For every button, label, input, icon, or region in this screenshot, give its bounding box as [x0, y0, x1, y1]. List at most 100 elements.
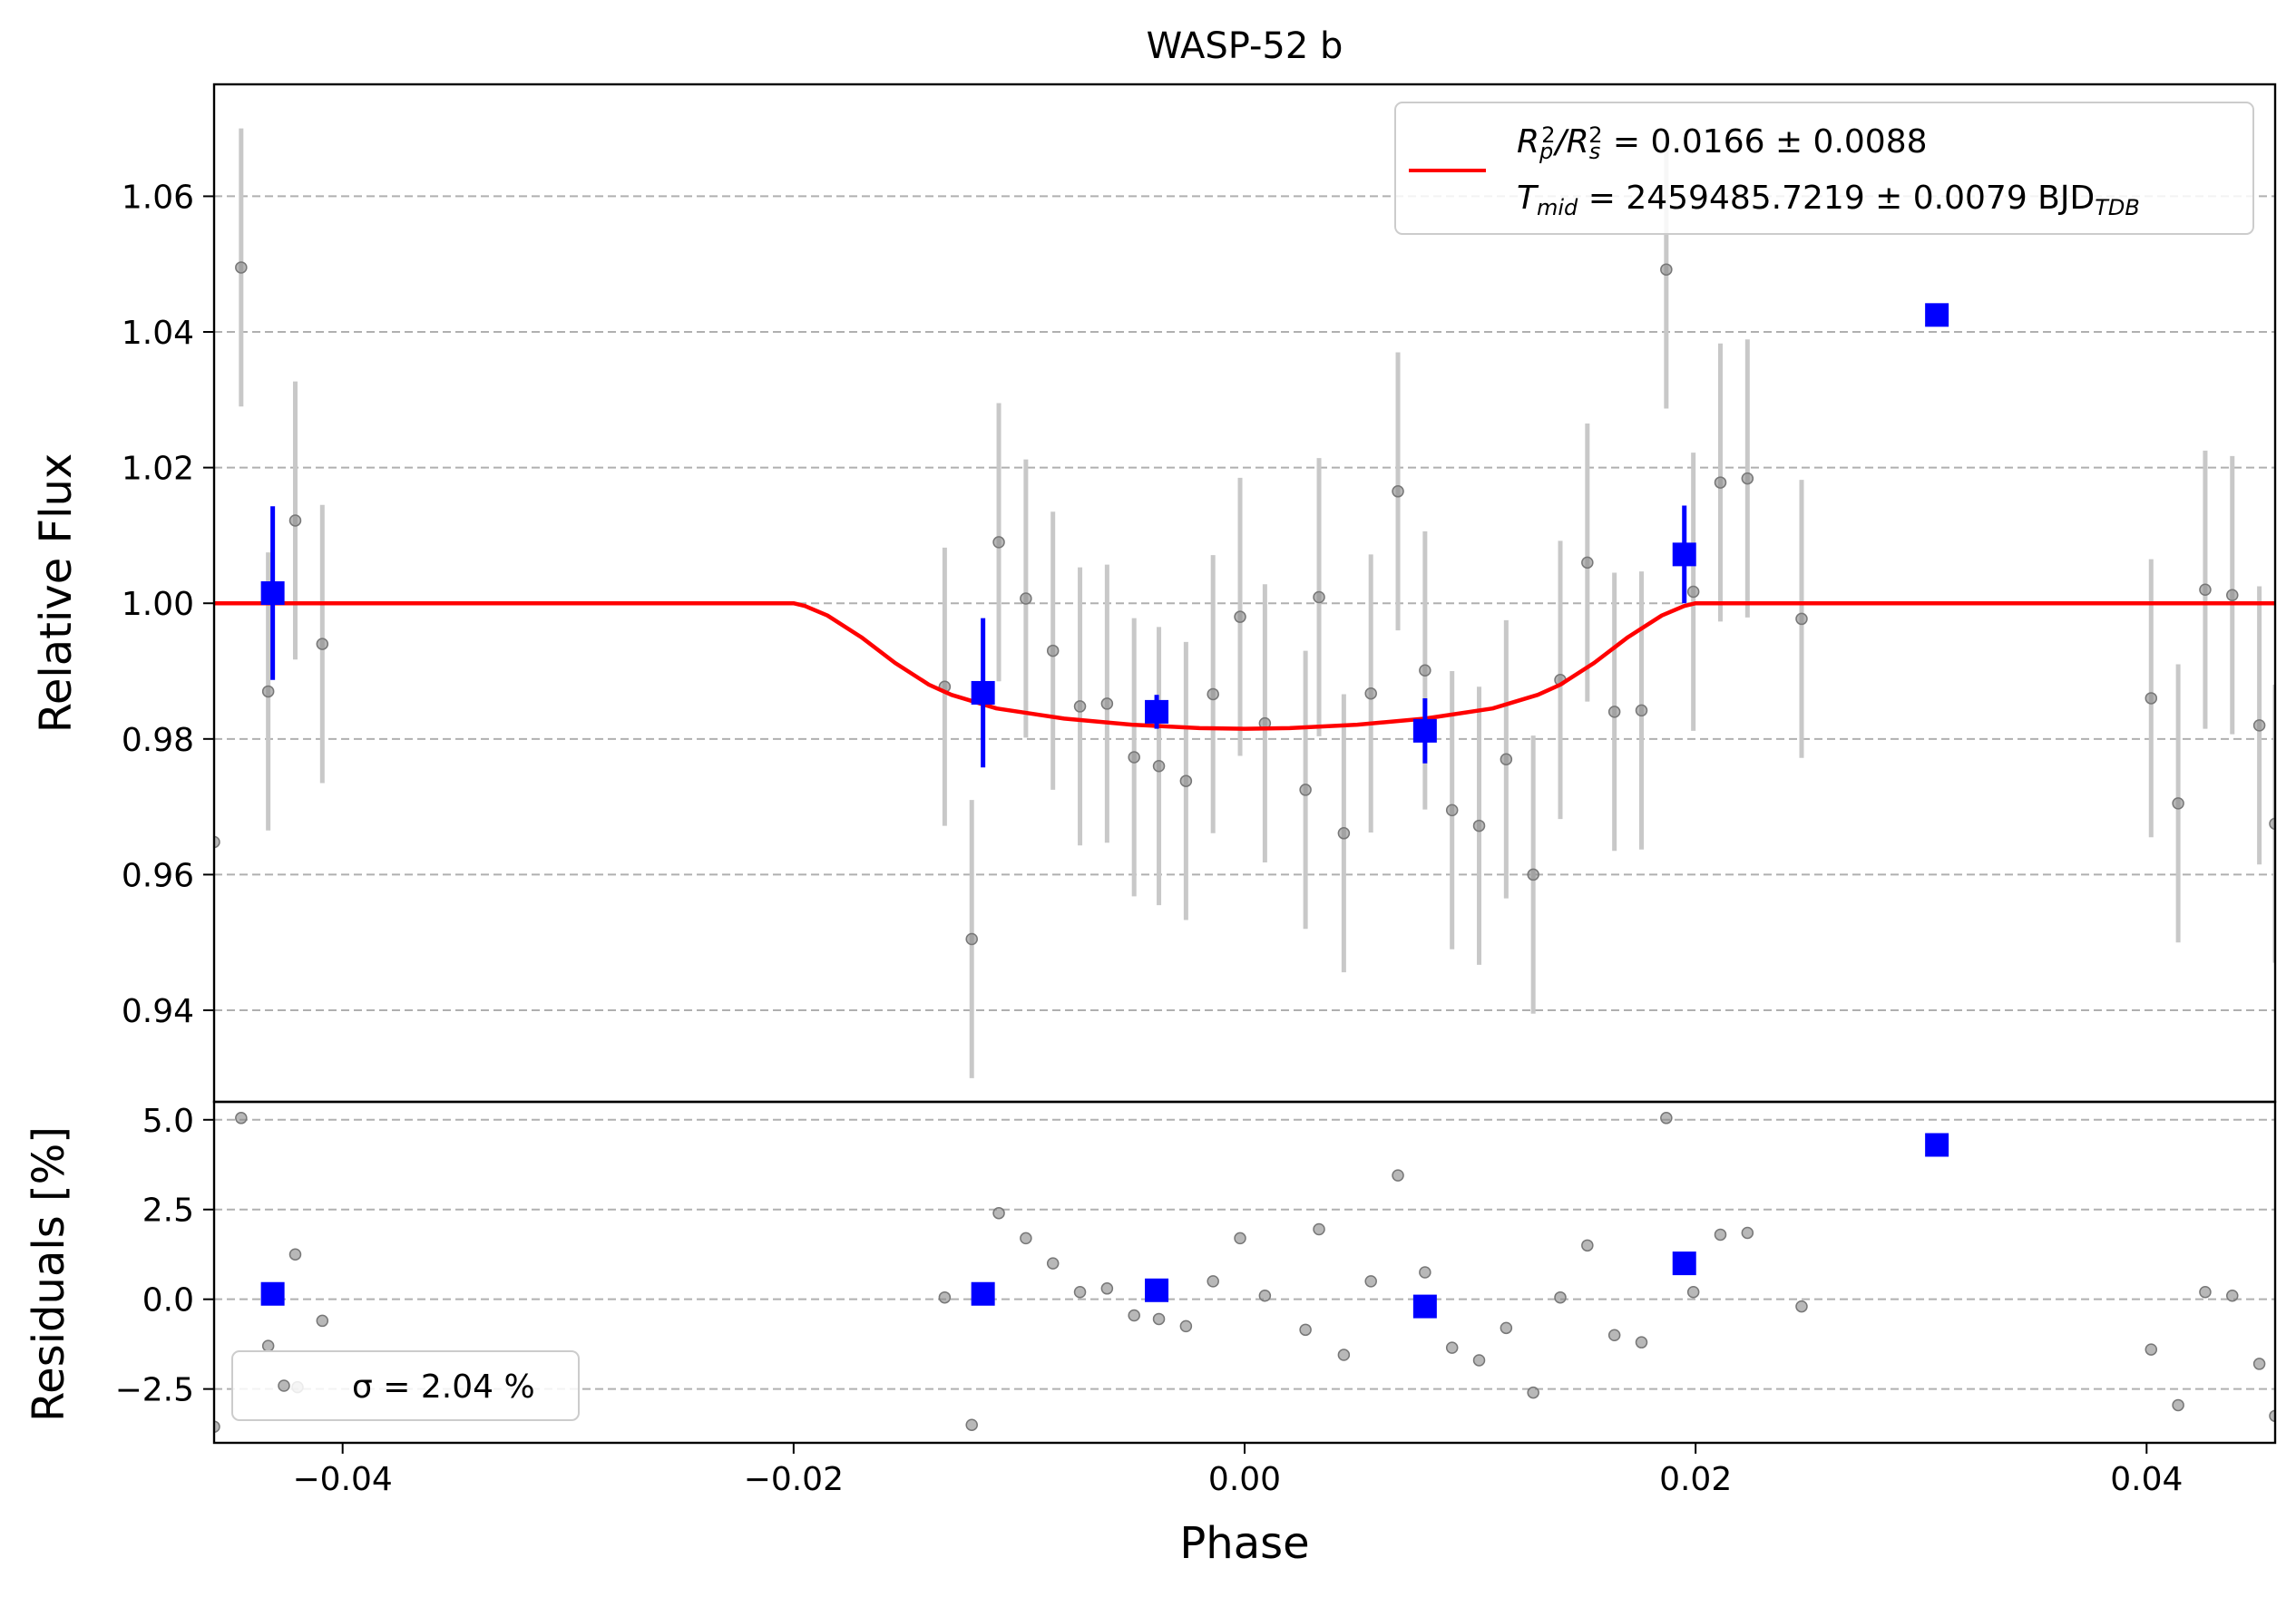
- top-y-axis-label: Relative Flux: [31, 453, 82, 734]
- residuals-panel: −2.5 0.0 2.5 5.0 −0.04 −0.02 0.00 0.02 0.04 Res…: [24, 1100, 2277, 1569]
- bottom-legend-box: [231, 1350, 580, 1421]
- top-data-point: [1128, 751, 1140, 764]
- residual-point: [235, 1112, 248, 1125]
- residual-point: [1179, 1319, 1193, 1333]
- residual-point: [1581, 1239, 1594, 1252]
- top-legend: Rp2/Rs2 = 0.0166 ± 0.0088 Tmid = 2459485…: [1394, 102, 2254, 235]
- top-data-point: [1179, 774, 1193, 787]
- top-data-point: [1299, 784, 1312, 796]
- model-line: [214, 600, 2275, 731]
- top-binned-point: [1925, 303, 1949, 327]
- top-data-point: [288, 514, 302, 527]
- top-y-tick-label: 0.98: [122, 722, 194, 759]
- top-binned-point: [1145, 699, 1169, 724]
- residual-point: [2199, 1286, 2212, 1299]
- residual-point: [2226, 1289, 2239, 1302]
- residual-point: [1207, 1275, 1219, 1288]
- residual-point: [2269, 1409, 2275, 1423]
- residual-point: [1020, 1232, 1032, 1245]
- top-data-point: [214, 835, 220, 849]
- top-data-point: [1472, 819, 1486, 833]
- top-binned-points: [260, 303, 1949, 768]
- light-curve-panel: 0.94 0.96 0.98 1.00 1.02 1.04 1.06 Relative Fl…: [31, 83, 2277, 1104]
- top-data-point: [1686, 585, 1700, 599]
- top-binned-point: [260, 581, 285, 605]
- top-data-point: [2269, 817, 2275, 831]
- top-data-point: [1660, 263, 1673, 276]
- residual-binned-point: [971, 1281, 995, 1306]
- x-axis-label: Phase: [1179, 1518, 1309, 1569]
- chart-title: WASP-52 b: [1147, 25, 1343, 67]
- residual-point: [1392, 1169, 1404, 1182]
- residual-point: [1258, 1289, 1272, 1302]
- top-data-point: [316, 638, 329, 650]
- residual-point: [288, 1248, 302, 1261]
- legend-tmid-text: Tmid = 2459485.7219 ± 0.0079 BJDTDB: [1517, 180, 2140, 220]
- residual-point: [1046, 1257, 1060, 1270]
- top-data-point: [1419, 664, 1431, 677]
- x-tick-label: 0.00: [1208, 1461, 1281, 1498]
- top-data-point: [1741, 472, 1754, 485]
- residual-point: [316, 1314, 329, 1328]
- top-data-point: [1581, 556, 1594, 570]
- x-tick-label: 0.02: [1659, 1461, 1732, 1498]
- top-data-point: [2145, 692, 2158, 705]
- bottom-y-tick-label: 5.0: [142, 1103, 194, 1140]
- x-tick-label: −0.02: [744, 1461, 844, 1498]
- top-binned-point: [971, 680, 995, 705]
- top-data-point: [1207, 687, 1219, 701]
- residual-point: [1299, 1323, 1312, 1337]
- top-data-point: [1607, 706, 1621, 718]
- residual-point: [1500, 1321, 1513, 1335]
- residual-point: [1100, 1282, 1114, 1295]
- residual-point: [1527, 1386, 1539, 1399]
- residual-binned-point: [1925, 1133, 1949, 1157]
- top-y-tick-label: 1.04: [122, 315, 194, 352]
- top-y-tick-label: 1.06: [122, 179, 194, 216]
- bottom-y-tick-label: −2.5: [115, 1372, 194, 1409]
- top-data-point: [2226, 589, 2239, 601]
- residual-point: [1472, 1354, 1486, 1367]
- legend-data-marker: [278, 1379, 290, 1392]
- top-data-point: [261, 685, 275, 698]
- top-binned-point: [1672, 542, 1696, 567]
- bottom-data-points: [214, 1112, 2275, 1433]
- legend-depth-text: Rp2/Rs2 = 0.0166 ± 0.0088: [1517, 122, 1928, 163]
- residual-point: [1607, 1329, 1621, 1342]
- bottom-y-axis-label: Residuals [%]: [24, 1126, 74, 1422]
- legend-sigma-text: σ = 2.04 %: [352, 1368, 535, 1406]
- top-data-point: [2199, 583, 2212, 597]
- residual-point: [1337, 1349, 1351, 1361]
- residual-point: [1128, 1309, 1140, 1322]
- top-data-point: [1100, 697, 1114, 710]
- top-y-ticks: 0.94 0.96 0.98 1.00 1.02 1.04 1.06: [122, 179, 214, 1030]
- top-y-tick-label: 1.00: [122, 586, 194, 623]
- residual-point: [1364, 1275, 1377, 1288]
- x-ticks: −0.04 −0.02 0.00 0.02 0.04: [293, 1443, 2183, 1498]
- residual-point: [2145, 1343, 2158, 1356]
- top-data-point: [1392, 485, 1404, 498]
- top-data-point: [1152, 759, 1166, 773]
- residual-point: [938, 1290, 952, 1304]
- top-data-point: [1714, 476, 1727, 489]
- top-data-point: [1795, 612, 1808, 626]
- top-y-tick-label: 0.96: [122, 857, 194, 894]
- top-y-tick-label: 0.94: [122, 993, 194, 1030]
- residual-point: [1419, 1266, 1431, 1279]
- top-data-point: [1337, 827, 1351, 840]
- residual-point: [1445, 1341, 1459, 1354]
- top-binned-point: [1412, 718, 1437, 743]
- bottom-y-tick-label: 0.0: [142, 1282, 194, 1319]
- residual-point: [1635, 1336, 1648, 1349]
- residual-point: [2172, 1398, 2184, 1412]
- residual-point: [214, 1420, 220, 1433]
- top-legend-box: [1394, 102, 2254, 235]
- residual-point: [1234, 1232, 1246, 1245]
- top-data-point: [1635, 704, 1648, 717]
- top-data-point: [1527, 868, 1539, 881]
- top-data-point: [1364, 687, 1377, 700]
- top-data-point: [1020, 592, 1032, 605]
- top-y-tick-label: 1.02: [122, 451, 194, 488]
- top-data-point: [1234, 610, 1246, 623]
